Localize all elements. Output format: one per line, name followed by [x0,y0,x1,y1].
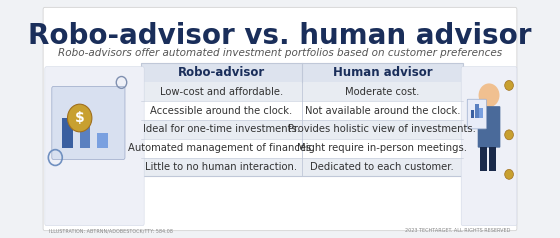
FancyBboxPatch shape [141,82,463,101]
FancyBboxPatch shape [52,86,125,159]
FancyBboxPatch shape [141,120,463,139]
Text: Robo-advisors offer automated investment portfolios based on customer preference: Robo-advisors offer automated investment… [58,48,502,58]
Text: Little to no human interaction.: Little to no human interaction. [145,162,297,172]
Circle shape [68,104,92,132]
Circle shape [479,84,500,107]
FancyBboxPatch shape [478,106,500,148]
Bar [80,126,90,148]
Text: Provides holistic view of investments.: Provides holistic view of investments. [288,124,476,134]
Text: Might require in-person meetings.: Might require in-person meetings. [297,143,468,153]
Text: $: $ [75,111,85,125]
FancyBboxPatch shape [461,67,517,226]
Bar [489,147,496,171]
Bar [62,118,73,148]
Text: Dedicated to each customer.: Dedicated to each customer. [310,162,454,172]
FancyBboxPatch shape [141,158,463,176]
FancyBboxPatch shape [45,67,144,226]
FancyBboxPatch shape [43,7,517,231]
Text: Ideal for one-time investments.: Ideal for one-time investments. [143,124,300,134]
Text: Moderate cost.: Moderate cost. [345,87,419,97]
Text: 2023 TECHTARGET. ALL RIGHTS RESERVED: 2023 TECHTARGET. ALL RIGHTS RESERVED [405,228,511,233]
Text: Not available around the clock.: Not available around the clock. [305,106,460,116]
Text: ILLUSTRATION: ABTRNN/ADOBESTOCK/TTY: 584.08: ILLUSTRATION: ABTRNN/ADOBESTOCK/TTY: 584… [49,228,173,233]
Circle shape [505,80,514,90]
Bar [480,147,487,171]
FancyBboxPatch shape [141,101,463,120]
Text: Robo-advisor: Robo-advisor [178,66,265,79]
Bar [97,133,108,148]
Circle shape [505,130,514,140]
Text: Human advisor: Human advisor [333,66,432,79]
Circle shape [505,169,514,179]
Text: Automated management of finances.: Automated management of finances. [128,143,315,153]
FancyBboxPatch shape [141,139,463,158]
Text: Accessible around the clock.: Accessible around the clock. [150,106,292,116]
Text: Robo-advisor vs. human advisor: Robo-advisor vs. human advisor [28,22,532,50]
FancyBboxPatch shape [141,63,463,82]
Text: Low-cost and affordable.: Low-cost and affordable. [160,87,283,97]
Bar [471,110,474,118]
Bar [479,108,483,118]
FancyBboxPatch shape [467,99,487,129]
Bar [475,104,479,118]
